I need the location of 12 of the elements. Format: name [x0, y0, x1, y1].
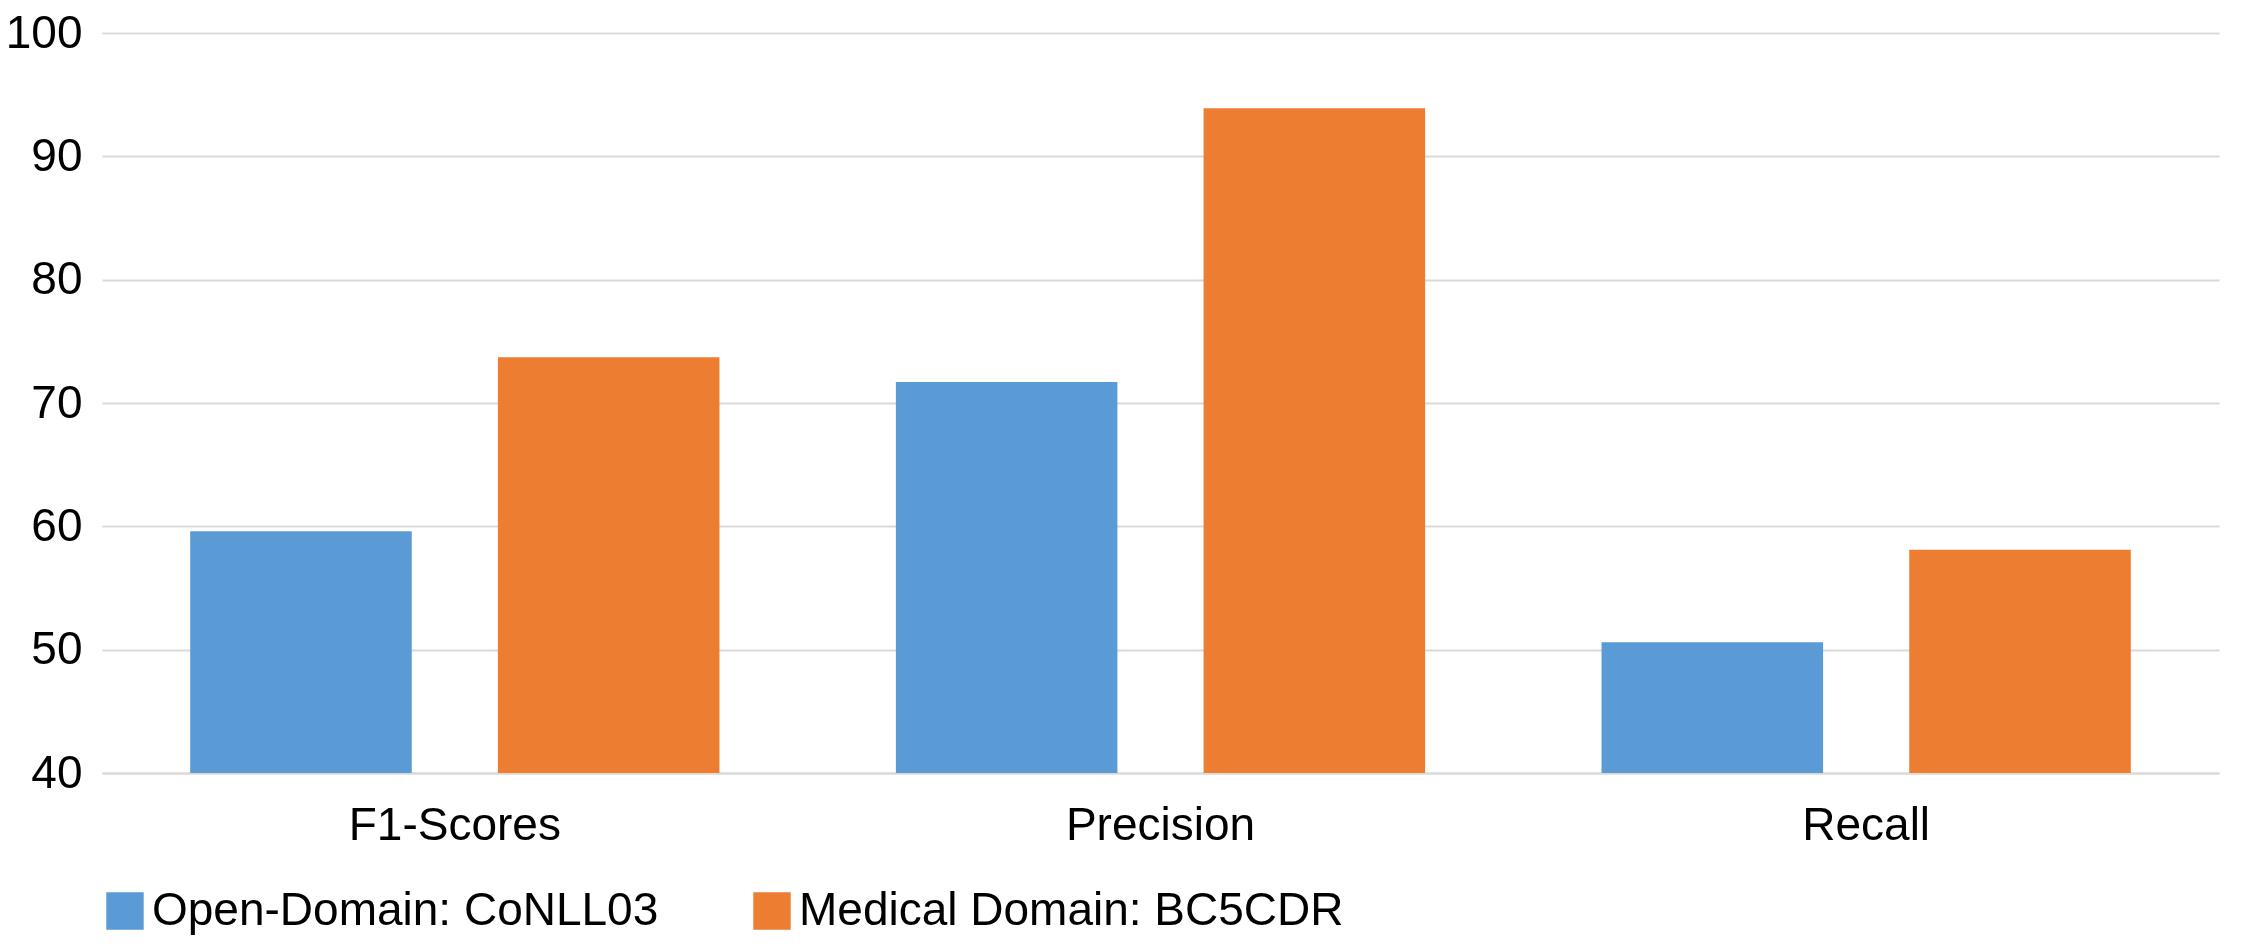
x-tick-label: Precision: [1065, 797, 1256, 850]
legend-label: Medical Domain: BC5CDR: [799, 883, 1344, 935]
y-tick-label: 90: [31, 128, 83, 181]
x-tick-label: F1-Scores: [348, 797, 561, 850]
y-tick-label: 70: [31, 375, 83, 428]
y-tick-label: 80: [31, 252, 83, 305]
x-tick-label: Recall: [1802, 797, 1931, 850]
y-tick-label: 100: [5, 5, 83, 58]
y-tick-label: 50: [31, 622, 83, 675]
y-tick-label: 60: [31, 498, 83, 551]
y-tick-label: 40: [31, 745, 83, 798]
legend-label: Open-Domain: CoNLL03: [152, 883, 659, 935]
